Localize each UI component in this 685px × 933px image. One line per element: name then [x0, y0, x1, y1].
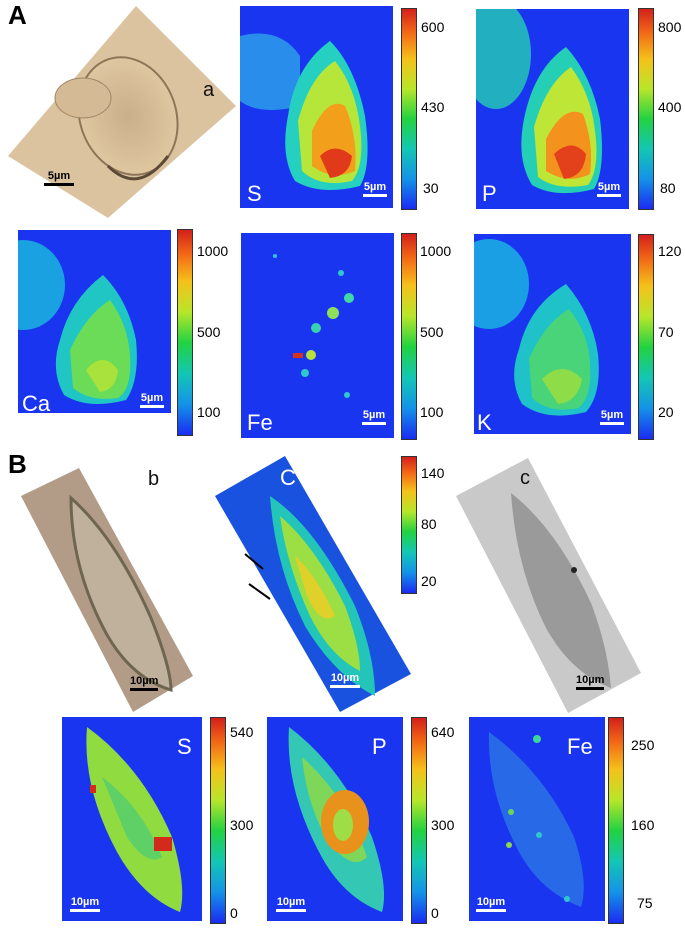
photo-b-scalebar: 10µm: [130, 675, 158, 691]
gray-c-scale-text: 10µm: [576, 674, 605, 686]
cell-photo-a: [8, 6, 236, 218]
colorbar-ca: [177, 229, 193, 436]
tick-p-a-min: 80: [660, 180, 676, 196]
tick-fe-a-max: 1000: [420, 243, 452, 259]
map-k-scalebar: 5µm: [600, 409, 624, 425]
tick-s-b-min: 0: [230, 905, 238, 921]
colorbar-k: [638, 234, 654, 440]
photo-a-scalebar: 5µm: [44, 170, 74, 186]
map-fe-b-scale-text: 10µm: [476, 896, 506, 908]
xrf-map-fe-b: [469, 717, 605, 921]
gray-c-label: c: [520, 467, 530, 489]
tick-fe-b-max: 250: [631, 737, 655, 753]
map-p-b-scale-text: 10µm: [276, 896, 306, 908]
map-ca-scale-text: 5µm: [140, 392, 164, 404]
map-s-b-scale-text: 10µm: [70, 896, 100, 908]
xrf-map-p-b: [267, 717, 403, 921]
tick-s-a-min: 30: [423, 180, 439, 196]
tick-p-a-max: 800: [658, 19, 682, 35]
tick-k-mid: 70: [658, 324, 674, 340]
tick-fe-b-min: 75: [637, 895, 653, 911]
gray-c-scalebar: 10µm: [576, 674, 604, 690]
colorbar-fe-b: [608, 717, 624, 924]
xrf-map-s-a: [240, 6, 393, 208]
photo-a-scale-text: 5µm: [47, 170, 71, 182]
map-ca-scalebar: 5µm: [140, 392, 164, 408]
map-k-scale-text: 5µm: [600, 409, 624, 421]
xrf-map-p-a: [476, 9, 629, 209]
colorbar-c: [401, 456, 417, 594]
map-p-b-label: P: [372, 734, 387, 759]
photo-b-label: b: [148, 468, 160, 490]
map-p-b-scalebar: 10µm: [276, 896, 306, 912]
map-p-a-label: P: [482, 181, 497, 206]
tick-c-min: 20: [421, 573, 437, 589]
map-ca-label: Ca: [22, 391, 51, 416]
tick-s-b-max: 540: [230, 724, 254, 740]
map-fe-a-scale-text: 5µm: [362, 409, 386, 421]
tick-p-b-min: 0: [431, 905, 439, 921]
tick-fe-a-mid: 500: [420, 324, 444, 340]
colorbar-s-b: [210, 717, 226, 924]
tick-p-b-max: 640: [431, 724, 455, 740]
xrf-map-fe-a: [241, 233, 394, 438]
cell-photo-b: [21, 468, 193, 712]
tick-ca-min: 100: [197, 404, 221, 420]
map-fe-a-label: Fe: [247, 410, 273, 435]
section-b-label: B: [8, 449, 27, 479]
tick-ca-mid: 500: [197, 324, 221, 340]
map-fe-a-scalebar: 5µm: [362, 409, 386, 425]
map-s-a-scalebar: 5µm: [363, 181, 387, 197]
tick-c-mid: 80: [421, 516, 437, 532]
tick-ca-max: 1000: [197, 243, 229, 259]
map-s-a-label: S: [247, 181, 262, 206]
map-fe-b-label: Fe: [567, 734, 593, 759]
photo-b-scale-text: 10µm: [130, 675, 159, 687]
tick-fe-b-mid: 160: [631, 817, 655, 833]
colorbar-s-a: [401, 8, 417, 210]
tick-p-b-mid: 300: [431, 817, 455, 833]
xrf-map-ca: [18, 230, 171, 413]
map-s-a-scale-text: 5µm: [363, 181, 387, 193]
map-s-b-label: S: [177, 734, 192, 759]
tick-fe-a-min: 100: [420, 404, 444, 420]
gray-image-c: [456, 458, 641, 713]
map-c-scalebar: 10µm: [330, 672, 360, 688]
map-fe-b-scalebar: 10µm: [476, 896, 506, 912]
map-s-b-scalebar: 10µm: [70, 896, 100, 912]
xrf-map-s-b: [62, 717, 202, 921]
colorbar-p-a: [638, 8, 654, 210]
tick-s-a-max: 600: [421, 19, 445, 35]
map-p-a-scale-text: 5µm: [597, 181, 621, 193]
tick-k-max: 120: [658, 243, 682, 259]
tick-p-a-mid: 400: [658, 99, 682, 115]
photo-a-label: a: [203, 79, 215, 101]
tick-c-max: 140: [421, 465, 445, 481]
colorbar-p-b: [411, 717, 427, 924]
map-p-a-scalebar: 5µm: [597, 181, 621, 197]
colorbar-fe-a: [401, 233, 417, 440]
section-a-label: A: [8, 0, 27, 30]
map-c-scale-text: 10µm: [330, 672, 360, 684]
xrf-map-k: [474, 234, 631, 434]
tick-s-b-mid: 300: [230, 817, 254, 833]
map-k-label: K: [477, 410, 492, 435]
xrf-map-c: [215, 456, 411, 712]
tick-s-a-mid: 430: [421, 99, 445, 115]
map-c-label: C: [280, 465, 296, 490]
tick-k-min: 20: [658, 404, 674, 420]
